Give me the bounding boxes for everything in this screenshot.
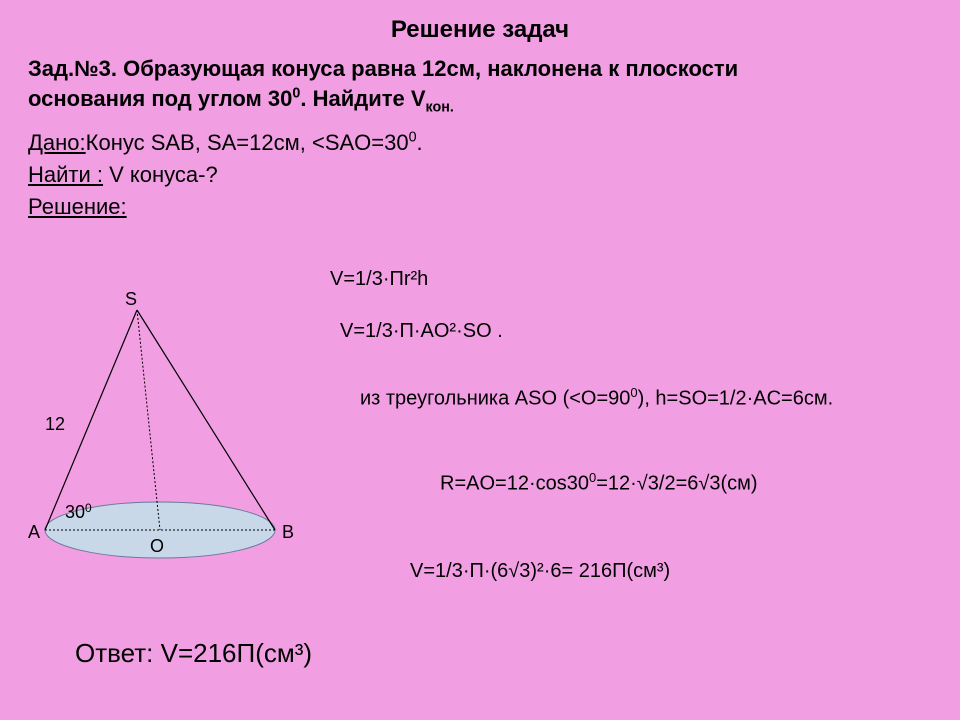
answer-line: Ответ: V=216П(см³) xyxy=(75,638,312,669)
find-text: V конуса-? xyxy=(103,162,218,187)
given-text-1c: . xyxy=(417,130,423,155)
formula-substituted: V=1/3·П·AO²·SO . xyxy=(340,320,503,343)
altitude-so xyxy=(137,310,160,530)
problem-v-sub: кон. xyxy=(426,99,454,115)
problem-l1: Образующая конуса равна 12см, наклонена … xyxy=(123,56,738,81)
formula-general: V=1/3·Пr²h xyxy=(330,268,428,291)
answer-value: V=216П(см³) xyxy=(161,638,312,668)
f4-b: =12·√3/2=6√3(см) xyxy=(596,473,757,495)
f4-a: R=AO=12·cos30 xyxy=(440,473,589,495)
answer-prefix: Ответ: xyxy=(75,638,161,668)
problem-statement: Зад.№3. Образующая конуса равна 12см, на… xyxy=(28,54,932,117)
slant-sb xyxy=(137,310,275,530)
f3-a: из треугольника ASO (<O=90 xyxy=(360,388,630,410)
problem-l2b: . Найдите V xyxy=(300,86,425,111)
solution-label: Решение: xyxy=(28,194,127,219)
radius-step: R=AO=12·cos300=12·√3/2=6√3(см) xyxy=(440,470,758,496)
volume-calc: V=1/3·П·(6√3)²·6= 216П(см³) xyxy=(410,560,670,583)
find-label: Найти : xyxy=(28,162,103,187)
label-b: B xyxy=(282,522,294,542)
triangle-step: из треугольника ASO (<O=900), h=SO=1/2·A… xyxy=(360,385,833,411)
label-s: S xyxy=(125,289,137,309)
given-sup-1: 0 xyxy=(409,130,417,146)
cone-diagram: S A B O 12 300 xyxy=(10,280,310,585)
given-line-2: Найти : V конуса-? xyxy=(28,159,932,191)
slide: Решение задач Зад.№3. Образующая конуса … xyxy=(0,0,960,720)
f3-b: ), h=SO=1/2·AC=6см. xyxy=(638,388,834,410)
given-line-1: Дано:Конус SAB, SA=12см, <SAO=300. xyxy=(28,127,932,159)
given-text-1: Конус SAB, SA=12см, <SAO=30 xyxy=(86,130,409,155)
given-block: Дано:Конус SAB, SA=12см, <SAO=300. Найти… xyxy=(28,127,932,223)
problem-prefix: Зад.№3. xyxy=(28,56,123,81)
label-side-12: 12 xyxy=(45,414,65,434)
label-o: O xyxy=(150,536,164,556)
label-a: A xyxy=(28,522,40,542)
cone-svg: S A B O 12 300 xyxy=(10,280,310,580)
f3-sup: 0 xyxy=(630,385,637,400)
given-line-3: Решение: xyxy=(28,191,932,223)
problem-l2a: основания под углом 30 xyxy=(28,86,292,111)
slide-title: Решение задач xyxy=(28,16,932,44)
given-label: Дано: xyxy=(28,130,86,155)
